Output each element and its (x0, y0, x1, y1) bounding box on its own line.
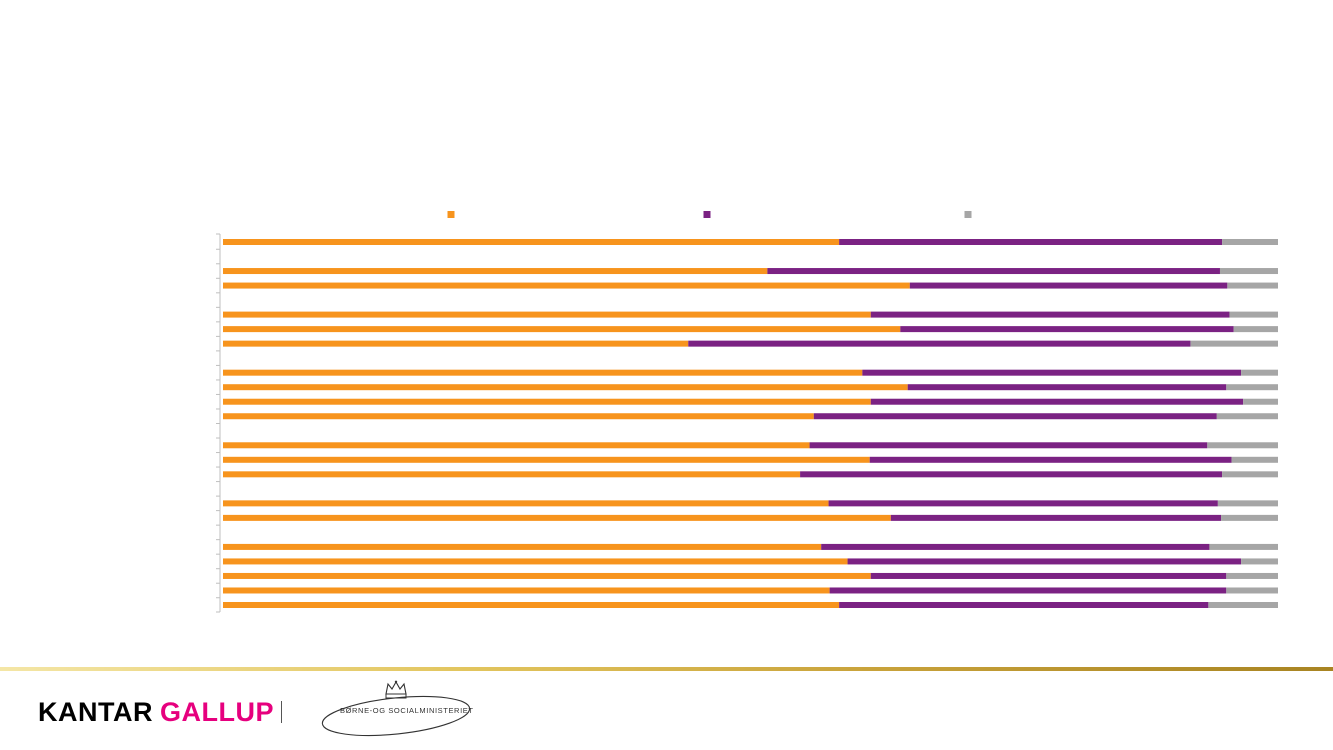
bar-segment-row4-series1 (223, 311, 871, 318)
bar-segment-row20-series3 (1208, 602, 1278, 608)
bar-segment-row14-series3 (1217, 500, 1278, 507)
bar-segment-row11-series3 (1207, 442, 1278, 449)
bar-segment-row7-series1 (223, 369, 863, 376)
bar-segment-row1-series2 (839, 239, 1223, 245)
bar-segment-row14-series1 (223, 500, 829, 507)
bar-segment-row19-series2 (829, 587, 1227, 594)
bar-segment-row1-series1 (223, 239, 840, 245)
legend-marker-2 (703, 211, 711, 218)
bar-segment-row10-series1 (223, 413, 814, 420)
bar-segment-row3-series2 (909, 282, 1228, 289)
bar-segment-row10-series3 (1216, 413, 1278, 420)
kantar-gallup-logo: KANTAR GALLUP (38, 697, 274, 727)
bar-segment-row17-series2 (847, 558, 1242, 565)
bar-segment-row16-series2 (821, 543, 1210, 550)
bar-segment-row19-series1 (223, 587, 830, 594)
bar-segment-row17-series1 (223, 558, 848, 565)
bar-segment-row8-series1 (223, 384, 908, 391)
bar-segment-row8-series3 (1226, 384, 1278, 391)
bar-segment-row9-series1 (223, 398, 871, 405)
bar-segment-row11-series2 (809, 442, 1208, 449)
bar-segment-row4-series3 (1229, 311, 1278, 318)
bar-segment-row18-series1 (223, 572, 871, 579)
gold-divider (0, 667, 1333, 671)
bar-segment-row7-series2 (862, 369, 1242, 376)
bar-segment-row20-series2 (839, 602, 1209, 608)
footer-separator (281, 701, 282, 723)
bar-segment-row13-series2 (800, 471, 1223, 478)
bar-segment-row5-series2 (900, 326, 1234, 333)
bar-segment-row16-series3 (1209, 543, 1278, 550)
bar-segment-row17-series3 (1241, 558, 1278, 565)
bar-segment-row12-series1 (223, 456, 870, 463)
bar-segment-row13-series1 (223, 471, 801, 478)
bar-segment-row6-series1 (223, 340, 689, 347)
bar-segment-row2-series2 (767, 268, 1220, 275)
bar-segment-row18-series2 (870, 572, 1227, 579)
bar-segment-row4-series2 (870, 311, 1230, 318)
bar-segment-row12-series2 (869, 456, 1232, 463)
bar-segment-row15-series1 (223, 514, 891, 521)
bar-segment-row3-series1 (223, 282, 910, 289)
bar-segment-row7-series3 (1241, 369, 1278, 376)
bar-segment-row2-series1 (223, 268, 768, 275)
bar-segment-row14-series2 (828, 500, 1218, 507)
stacked-bar-chart (216, 211, 1278, 613)
bar-segment-row9-series3 (1243, 398, 1278, 405)
bar-segment-row11-series1 (223, 442, 810, 449)
bar-segment-row1-series3 (1222, 239, 1278, 245)
bar-segment-row18-series3 (1226, 572, 1278, 579)
legend-marker-3 (964, 211, 972, 218)
legend-marker-1 (447, 211, 455, 218)
bar-segment-row5-series3 (1233, 326, 1278, 333)
bar-segment-row10-series2 (813, 413, 1217, 420)
bar-segment-row16-series1 (223, 543, 822, 550)
bar-segment-row2-series3 (1219, 268, 1278, 275)
brand-gallup: GALLUP (159, 697, 274, 727)
bar-segment-row13-series3 (1222, 471, 1278, 478)
bar-segment-row3-series3 (1227, 282, 1278, 289)
ministry-crest-icon (321, 680, 471, 737)
bar-segment-row9-series2 (870, 398, 1244, 405)
bar-segment-row8-series2 (907, 384, 1227, 391)
bar-segment-row15-series3 (1221, 514, 1278, 521)
bar-segment-row6-series2 (688, 340, 1191, 347)
ministry-name: BØRNE-OG SOCIALMINISTERIET (340, 706, 474, 715)
bar-segment-row20-series1 (223, 602, 840, 608)
bar-segment-row12-series3 (1231, 456, 1278, 463)
bar-segment-row19-series3 (1226, 587, 1278, 594)
bar-segment-row6-series3 (1190, 340, 1278, 347)
bar-segment-row15-series2 (890, 514, 1222, 521)
bar-segment-row5-series1 (223, 326, 901, 333)
brand-kantar: KANTAR (38, 697, 153, 727)
